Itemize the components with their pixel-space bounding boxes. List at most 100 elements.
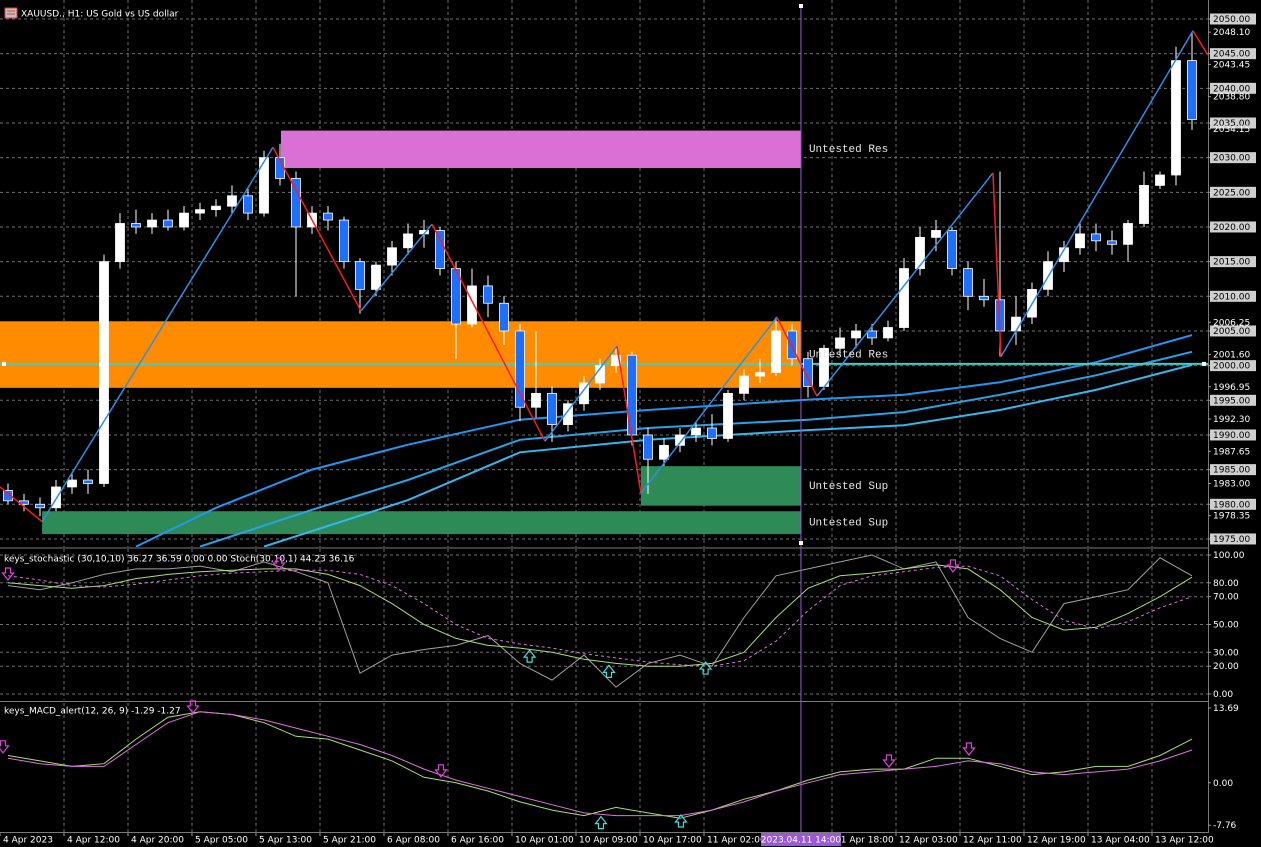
candle-body	[1139, 184, 1149, 224]
candle-body	[915, 236, 925, 269]
signal-arrow	[674, 814, 688, 828]
y-tick-label: 13.69	[1213, 704, 1239, 714]
candle-body	[979, 295, 989, 301]
candle-body	[723, 392, 733, 439]
signal-arrow	[186, 700, 200, 714]
candle-body	[547, 392, 557, 425]
candle-body	[435, 230, 445, 269]
candle-body	[803, 358, 813, 387]
grid-layer	[0, 0, 1208, 832]
candle-body	[323, 212, 333, 221]
crosshair-handle	[798, 4, 803, 8]
candle-body	[867, 330, 877, 339]
y-tick-box	[1210, 186, 1256, 198]
candle-body	[291, 178, 301, 228]
candle-body	[515, 330, 525, 408]
candle-body	[83, 479, 93, 484]
y-tick-label: 0.00	[1213, 690, 1233, 700]
zone-label: Untested Res	[809, 349, 888, 361]
candle-body	[739, 375, 749, 394]
signal-arrow	[434, 764, 448, 778]
zone-label: Untested Sup	[809, 518, 888, 530]
candle-body	[1155, 174, 1165, 186]
x-tick-label: 11 Apr 02:00	[707, 836, 766, 846]
candle-body	[355, 261, 365, 290]
x-tick-label: 4 Apr 2023	[3, 836, 53, 846]
candle-body	[115, 223, 125, 263]
x-tick-label: 5 Apr 05:00	[195, 836, 248, 846]
y-tick-label: -7.76	[1213, 821, 1237, 831]
y-tick-label: 2040.00	[1213, 84, 1250, 94]
chart-title: XAUUSD., H1: US Gold vs US dollar	[21, 10, 179, 20]
moving-average	[135, 334, 1193, 547]
signal-arrow	[0, 740, 10, 754]
y-tick-label: 20.00	[1213, 662, 1239, 672]
moving-average	[263, 363, 1193, 547]
candle-body	[1171, 60, 1181, 176]
candle-body	[195, 209, 205, 214]
x-tick-label: 12 Apr 11:00	[963, 836, 1022, 846]
y-tick-label: 1975.00	[1213, 535, 1250, 545]
candle-body	[387, 247, 397, 266]
y-tick-label: 1990.00	[1213, 431, 1250, 441]
candle-body	[755, 372, 765, 377]
candle-body	[611, 354, 621, 367]
y-axis-label: 1987.65	[1213, 447, 1250, 457]
y-tick-box	[1210, 256, 1256, 268]
candle-body	[563, 403, 573, 425]
indicator-line	[7, 565, 1193, 667]
zone	[42, 511, 801, 535]
zigzag-segment	[816, 172, 994, 397]
candle-body	[675, 434, 685, 446]
candle-body	[243, 195, 253, 214]
candle-body	[35, 503, 45, 509]
candle-body	[179, 212, 189, 228]
symbol-icon	[4, 7, 18, 19]
x-tick-label: 4 Apr 20:00	[131, 836, 184, 846]
y-tick-box	[1210, 394, 1256, 406]
y-tick-label: 1980.00	[1213, 500, 1250, 510]
zone	[0, 321, 801, 388]
candle-body	[659, 444, 669, 460]
y-tick-box	[1210, 429, 1256, 441]
zigzag-segment	[41, 146, 274, 523]
candle-body	[579, 382, 589, 405]
y-tick-box	[1210, 152, 1256, 164]
indicator-line	[7, 564, 1193, 667]
signal-arrow	[602, 664, 616, 678]
candle-body	[851, 330, 861, 339]
indicator-title: keys_MACD_alert(12, 26, 9) -1.29 -1.27	[4, 707, 181, 717]
zigzag-segment	[776, 316, 818, 397]
candle-body	[1107, 240, 1117, 245]
zigzag-segment	[360, 223, 433, 312]
signal-arrow	[962, 742, 976, 756]
candle-body	[51, 486, 61, 509]
signal-arrow	[272, 557, 286, 571]
candle-body	[691, 427, 701, 436]
candle-body	[467, 285, 477, 325]
y-axis-label: 2048.10	[1213, 28, 1250, 38]
signal-arrow	[698, 661, 713, 675]
candle-body	[787, 330, 797, 360]
candle-body	[371, 264, 381, 290]
x-tick-label: 10 Apr 01:00	[515, 836, 574, 846]
candle-body	[259, 157, 269, 214]
x-tick-label: 12 Apr 03:00	[899, 836, 958, 846]
y-tick-box	[1210, 498, 1256, 510]
y-tick-box	[1210, 360, 1256, 372]
y-tick-box	[1210, 82, 1256, 94]
panel-1	[7, 554, 1193, 688]
y-tick-box	[1210, 117, 1256, 129]
candle-body	[339, 219, 349, 263]
indicator-line	[7, 711, 1193, 817]
x-tick-label: 12 Apr 19:00	[1027, 836, 1086, 846]
y-tick-label: 30.00	[1213, 648, 1239, 658]
candle-body	[1091, 233, 1101, 242]
y-tick-box	[1210, 290, 1256, 302]
crosshair-handle	[798, 541, 803, 545]
y-tick-label: 2020.00	[1213, 223, 1250, 233]
zigzag-segment	[616, 346, 642, 494]
candle-body	[99, 261, 109, 484]
y-tick-label: 2015.00	[1213, 258, 1250, 268]
